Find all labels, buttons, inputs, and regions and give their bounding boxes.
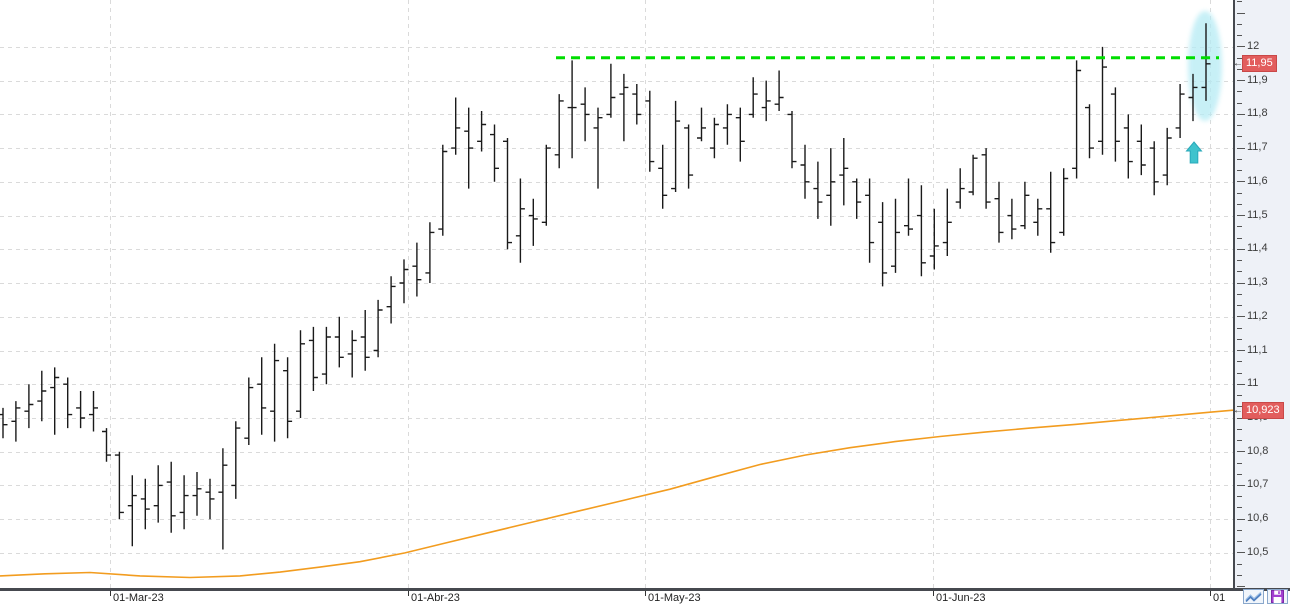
y-tick-label: 11,4 (1247, 242, 1268, 255)
y-major-tick (1237, 586, 1245, 588)
y-minor-tick (1237, 23, 1242, 25)
y-minor-tick (1237, 57, 1242, 59)
x-tick-label: 01-Mar-23 (113, 592, 164, 604)
left-arrow-icon: ← (1233, 58, 1243, 70)
y-tick-label: 11,1 (1247, 343, 1268, 356)
y-tick-label: 11,8 (1247, 107, 1268, 120)
y-major-tick (1237, 350, 1245, 351)
plot-canvas[interactable] (0, 0, 1233, 588)
y-major-tick (1237, 316, 1245, 318)
y-minor-tick (1237, 271, 1242, 273)
y-minor-tick (1237, 136, 1242, 138)
y-minor-tick (1237, 260, 1242, 261)
x-tick (933, 591, 934, 596)
y-minor-tick (1237, 226, 1242, 228)
y-minor-tick (1237, 158, 1242, 160)
y-minor-tick (1237, 305, 1242, 306)
time-axis[interactable]: 01-Mar-23 01-Abr-23 01-May-23 01-Jun-23 01 (0, 588, 1290, 604)
y-minor-tick (1237, 440, 1242, 441)
y-tick-label: 11,9 (1247, 73, 1268, 86)
y-major-tick (1237, 552, 1245, 554)
y-minor-tick (1237, 237, 1242, 239)
last-price-marker: ← 11,95 (1233, 55, 1277, 73)
chart-toolbar (1243, 589, 1288, 604)
y-tick-label: 11,5 (1247, 208, 1268, 221)
y-minor-tick (1237, 170, 1242, 172)
moving-average-line (0, 409, 1233, 579)
y-minor-tick (1237, 35, 1242, 37)
y-minor-tick (1237, 372, 1242, 374)
y-major-tick (1237, 248, 1245, 250)
highlight-ellipse[interactable] (1188, 11, 1222, 121)
x-tick (408, 591, 409, 596)
y-major-tick (1237, 12, 1245, 14)
y-major-tick (1237, 215, 1245, 217)
last-price-label: 11,95 (1242, 55, 1277, 73)
y-major-tick (1237, 282, 1245, 284)
y-major-tick (1237, 417, 1245, 419)
y-major-tick (1237, 113, 1245, 115)
y-minor-tick (1237, 541, 1242, 543)
y-minor-tick (1237, 68, 1242, 70)
y-minor-tick (1237, 406, 1242, 408)
y-tick-label: 11,7 (1247, 141, 1268, 154)
y-minor-tick (1237, 563, 1242, 565)
y-tick-label: 12 (1247, 39, 1260, 52)
y-minor-tick (1237, 428, 1242, 430)
up-arrow-annotation[interactable] (1185, 141, 1203, 164)
x-tick-label: 01-Jun-23 (936, 592, 986, 604)
y-minor-tick (1237, 293, 1242, 295)
y-minor-tick (1237, 192, 1242, 194)
x-tick-label: 01 (1213, 592, 1226, 604)
y-tick-label: 10,7 (1247, 478, 1269, 491)
y-tick-label: 11,2 (1247, 309, 1268, 322)
y-minor-tick (1237, 102, 1242, 104)
y-minor-tick (1237, 462, 1242, 464)
zigzag-icon (1245, 591, 1262, 602)
y-major-tick (1237, 80, 1245, 82)
save-button[interactable] (1267, 589, 1288, 604)
y-major-tick (1237, 147, 1245, 149)
y-major-tick (1237, 46, 1245, 48)
y-minor-tick (1237, 395, 1242, 396)
y-tick-label: 11,6 (1247, 174, 1268, 187)
y-minor-tick (1237, 529, 1242, 531)
x-tick-label: 01-Abr-23 (411, 592, 460, 604)
ohlc-series (0, 23, 1211, 550)
y-major-tick (1237, 181, 1245, 183)
y-minor-tick (1237, 361, 1242, 363)
y-tick-label: 11,3 (1247, 276, 1268, 288)
y-minor-tick (1237, 1, 1242, 3)
left-arrow-icon: ← (1233, 404, 1243, 416)
ma-value-label: 10,923 (1242, 401, 1284, 419)
ma-price-marker: ← 10,923 (1233, 401, 1284, 419)
y-minor-tick (1237, 327, 1242, 329)
y-tick-label: 10,8 (1247, 444, 1269, 457)
x-tick-label: 01-May-23 (648, 592, 701, 604)
series-style-button[interactable] (1243, 589, 1264, 604)
y-major-tick (1237, 383, 1245, 385)
y-minor-tick (1237, 574, 1242, 576)
y-tick-label: 10,6 (1247, 512, 1269, 525)
price-axis[interactable]: 12 11,9 11,8 11,7 11,6 11,5 11,4 11,3 11,2 11,1 11… (1233, 0, 1290, 588)
y-minor-tick (1237, 203, 1242, 205)
y-major-tick (1237, 518, 1245, 520)
x-tick (645, 591, 646, 596)
floppy-icon (1271, 590, 1284, 603)
y-minor-tick (1237, 338, 1242, 340)
y-minor-tick (1237, 507, 1242, 509)
x-tick (1210, 591, 1211, 596)
y-minor-tick (1237, 125, 1242, 127)
y-major-tick (1237, 451, 1245, 453)
y-minor-tick (1237, 91, 1242, 93)
gridlines (0, 0, 1233, 588)
y-tick-label: 11 (1247, 377, 1259, 390)
y-minor-tick (1237, 496, 1242, 498)
y-minor-tick (1237, 473, 1242, 475)
y-tick-label: 10,5 (1247, 545, 1269, 558)
y-major-tick (1237, 484, 1245, 486)
x-tick (110, 591, 111, 596)
